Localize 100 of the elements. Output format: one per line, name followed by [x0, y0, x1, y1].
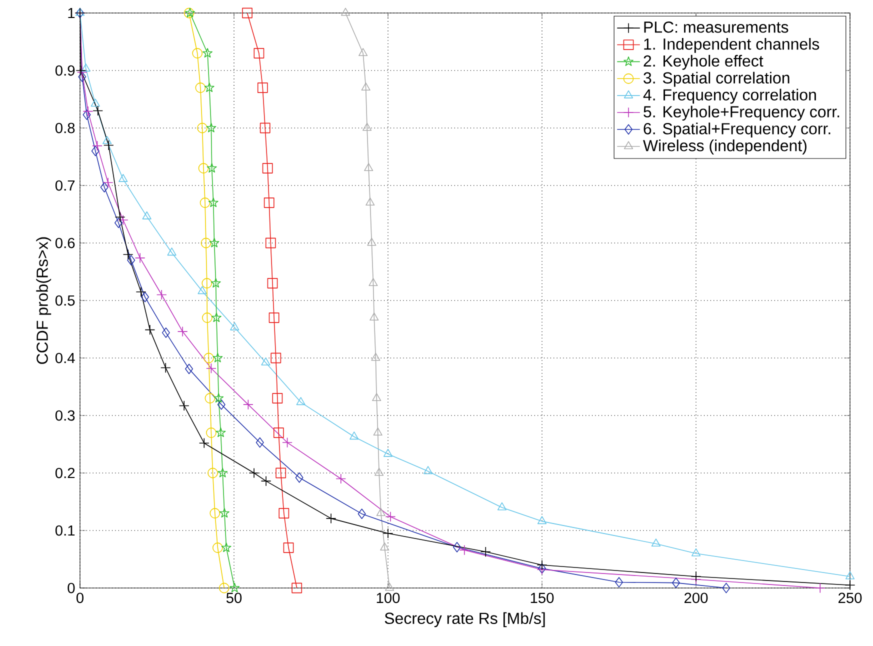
point	[202, 48, 212, 58]
point	[371, 352, 380, 361]
point	[536, 560, 548, 570]
point	[208, 198, 218, 208]
point	[204, 82, 214, 92]
point	[273, 428, 284, 438]
x-tick-label: 200	[684, 592, 708, 604]
point	[367, 238, 376, 246]
point	[423, 466, 433, 474]
point	[214, 393, 224, 403]
point	[268, 312, 280, 323]
point	[267, 278, 278, 288]
point	[206, 428, 216, 438]
y-axis-title: CCDF prob(Rs>x)	[36, 237, 52, 364]
point	[358, 508, 366, 520]
point	[672, 578, 680, 588]
x-tick-label: 100	[376, 592, 400, 604]
point	[278, 508, 290, 518]
point	[78, 72, 86, 82]
point	[722, 582, 730, 594]
y-tick-label: 0.8	[55, 122, 75, 134]
point	[260, 476, 272, 486]
point	[374, 468, 384, 476]
y-tick-label: 0.5	[55, 295, 75, 306]
point	[264, 198, 274, 208]
point	[248, 468, 260, 478]
point	[200, 238, 212, 248]
point	[118, 214, 128, 226]
point	[210, 508, 220, 518]
point	[276, 468, 286, 478]
point	[167, 248, 176, 256]
point	[75, 8, 85, 16]
point	[140, 292, 149, 302]
point	[195, 82, 206, 93]
point	[212, 352, 223, 362]
point	[262, 163, 273, 174]
point	[383, 448, 393, 457]
point	[114, 218, 123, 228]
point	[82, 106, 94, 117]
x-tick-label: 250	[838, 592, 862, 604]
point	[122, 249, 134, 260]
point	[384, 582, 394, 591]
point	[208, 468, 218, 478]
point	[296, 397, 306, 406]
x-tick-label: 50	[226, 592, 242, 604]
point	[103, 140, 114, 150]
x-tick-label: 0	[76, 592, 84, 604]
point	[270, 352, 282, 364]
point	[362, 122, 372, 131]
point	[256, 437, 264, 448]
point	[217, 399, 226, 410]
point	[92, 106, 104, 116]
point	[368, 278, 378, 286]
point	[845, 571, 855, 580]
point	[202, 278, 212, 288]
point	[218, 582, 230, 594]
point	[380, 542, 390, 551]
point	[92, 140, 102, 152]
point	[144, 324, 156, 336]
point	[202, 312, 212, 323]
point	[102, 177, 114, 188]
point	[156, 290, 167, 300]
point	[204, 393, 216, 404]
point	[282, 437, 292, 448]
point	[272, 393, 283, 404]
legend-label: 2. Keyhole effect	[644, 54, 764, 70]
point	[211, 312, 222, 322]
point	[198, 163, 209, 174]
point	[814, 582, 826, 594]
point	[260, 122, 270, 134]
legend-label: 6. Spatial+Frequency corr.	[644, 122, 830, 138]
legend-label: PLC: measurements	[644, 21, 788, 33]
point	[292, 582, 302, 594]
y-tick-label: 0.3	[55, 410, 75, 421]
point	[118, 174, 128, 182]
point	[350, 432, 359, 440]
legend-label: 4. Frequency correlation	[643, 88, 816, 104]
point	[364, 163, 374, 172]
point	[206, 163, 217, 173]
point	[100, 182, 108, 192]
point	[114, 212, 126, 222]
point	[691, 548, 701, 556]
point	[230, 582, 240, 592]
point	[366, 198, 375, 206]
y-tick-label: 0.6	[55, 238, 75, 248]
legend-label: 1. Independent channels	[644, 38, 820, 53]
point	[82, 110, 91, 120]
point	[242, 399, 254, 410]
point	[221, 542, 232, 552]
point	[218, 468, 228, 478]
point	[209, 238, 220, 248]
point	[497, 502, 507, 510]
point	[242, 8, 252, 18]
point	[198, 438, 210, 448]
y-tick-label: 0.4	[55, 352, 75, 364]
point	[651, 538, 661, 547]
point	[326, 513, 336, 524]
point	[197, 122, 208, 134]
legend-label: 3. Spatial correlation	[644, 72, 790, 87]
y-tick-label: 0.1	[55, 525, 75, 536]
